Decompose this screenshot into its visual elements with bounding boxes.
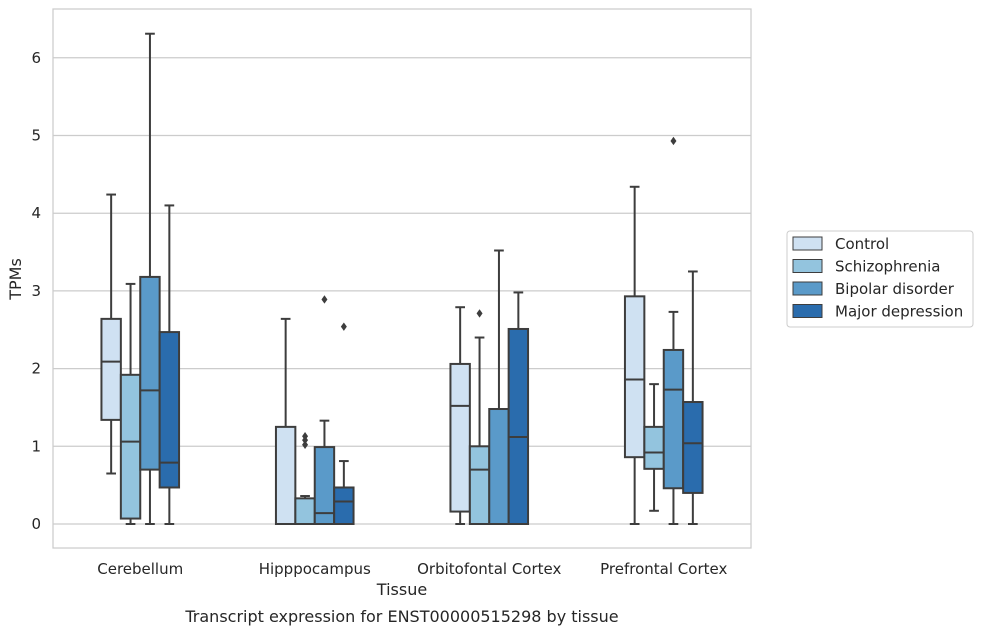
box-iqr bbox=[139, 275, 161, 471]
box-major-depression bbox=[507, 291, 530, 525]
legend-label: Bipolar disorder bbox=[835, 280, 955, 298]
y-tick-labels: 0 1 2 3 4 5 6 bbox=[31, 49, 41, 533]
box-iqr bbox=[274, 425, 297, 525]
y-tick-label: 3 bbox=[31, 282, 41, 300]
box-iqr bbox=[333, 486, 355, 525]
box-iqr bbox=[468, 445, 491, 525]
box-iqr bbox=[294, 497, 316, 526]
box-schizophrenia bbox=[643, 383, 665, 512]
legend: Control Schizophrenia Bipolar disorder Majo… bbox=[786, 230, 974, 328]
box-control bbox=[623, 185, 646, 525]
legend-swatch bbox=[792, 281, 823, 296]
x-tick-label: Orbitofontal Cortex bbox=[417, 560, 561, 578]
box-bipolar-disorder bbox=[139, 32, 161, 525]
outlier-marker bbox=[340, 322, 347, 331]
x-tick-label: Hipppocampus bbox=[259, 560, 371, 578]
box-major-depression bbox=[682, 270, 704, 525]
box-iqr bbox=[623, 295, 646, 459]
box-schizophrenia bbox=[468, 309, 491, 525]
legend-swatch bbox=[792, 259, 823, 273]
x-tick-label: Cerebellum bbox=[97, 560, 183, 578]
legend-label: Control bbox=[835, 235, 889, 253]
box-iqr bbox=[119, 373, 142, 520]
box-iqr bbox=[643, 425, 665, 470]
x-tick-label: Prefrontal Cortex bbox=[600, 560, 727, 578]
y-tick-label: 0 bbox=[31, 515, 41, 533]
box-control bbox=[274, 317, 297, 525]
plot-frame bbox=[52, 8, 752, 549]
y-axis-label: TPMs bbox=[6, 258, 25, 301]
box-iqr bbox=[488, 408, 510, 525]
box-bipolar-disorder bbox=[662, 136, 685, 525]
outlier-marker bbox=[476, 309, 483, 318]
x-tick-labels: Cerebellum Hipppocampus Orbitofontal Corte… bbox=[97, 560, 727, 578]
y-tick-label: 4 bbox=[31, 204, 41, 222]
box-major-depression bbox=[158, 204, 181, 525]
box-iqr bbox=[158, 331, 181, 489]
outlier-marker bbox=[302, 431, 309, 441]
legend-frame bbox=[786, 230, 974, 328]
box-bipolar-disorder bbox=[488, 249, 510, 525]
x-axis-label: Tissue bbox=[376, 580, 427, 599]
y-tick-label: 5 bbox=[31, 127, 41, 145]
y-tick-label: 1 bbox=[31, 437, 41, 455]
legend-label: Major depression bbox=[835, 303, 963, 321]
y-tick-label: 6 bbox=[31, 49, 41, 67]
chart-caption: Transcript expression for ENST0000051529… bbox=[184, 607, 618, 626]
outlier-marker bbox=[302, 440, 309, 449]
box-control bbox=[100, 193, 122, 475]
box-schizophrenia bbox=[294, 431, 316, 526]
box-iqr bbox=[100, 317, 122, 421]
box-iqr bbox=[507, 327, 530, 525]
legend-swatch bbox=[792, 304, 823, 318]
y-tick-label: 2 bbox=[31, 360, 41, 378]
box-iqr bbox=[313, 446, 336, 525]
box-major-depression bbox=[333, 322, 355, 525]
box-bipolar-disorder bbox=[313, 295, 336, 525]
legend-swatch bbox=[792, 236, 823, 251]
outlier-marker bbox=[670, 136, 677, 146]
box-control bbox=[449, 306, 471, 525]
legend-label: Schizophrenia bbox=[835, 258, 940, 276]
box-iqr bbox=[449, 362, 471, 513]
box-groups bbox=[100, 32, 704, 526]
box-schizophrenia bbox=[119, 282, 142, 525]
box-iqr bbox=[682, 401, 704, 494]
box-iqr bbox=[662, 348, 685, 490]
outlier-marker bbox=[321, 295, 328, 304]
